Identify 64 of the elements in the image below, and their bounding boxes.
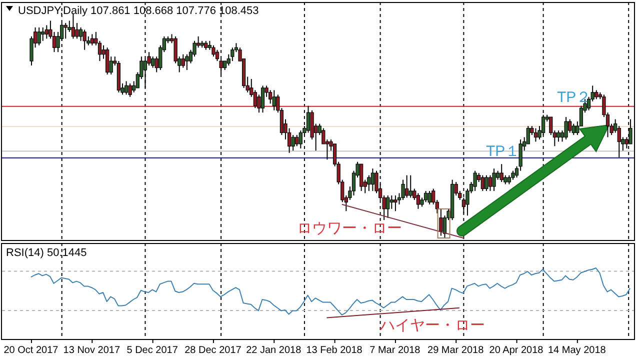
candlestick	[260, 85, 265, 114]
candlestick	[128, 82, 132, 98]
candlestick	[556, 130, 560, 142]
candlestick	[488, 174, 492, 192]
candlestick	[394, 194, 398, 212]
candlestick	[360, 164, 364, 192]
candlestick	[90, 34, 94, 46]
candlestick	[82, 29, 86, 50]
candlestick	[64, 22, 68, 40]
candlestick	[473, 170, 477, 192]
candlestick	[306, 105, 310, 134]
candlestick	[628, 118, 632, 144]
candlestick	[44, 24, 48, 40]
candlestick	[212, 44, 216, 58]
candlestick	[500, 164, 504, 182]
candlestick	[416, 192, 420, 210]
candlestick	[518, 138, 522, 172]
candlestick	[542, 114, 546, 136]
candlestick	[408, 174, 412, 198]
annotation: TP１	[486, 143, 520, 160]
x-tick-label: 20 Apr 2018	[489, 345, 544, 356]
candlestick	[390, 194, 394, 210]
candlestick	[428, 190, 432, 205]
candlestick	[386, 194, 390, 218]
candlestick	[439, 208, 443, 236]
annotation: ハイヤー・ロー	[379, 317, 485, 334]
x-tick-label: 13 Nov 2017	[63, 345, 120, 356]
candlestick	[568, 118, 572, 134]
x-tick-label: 7 Mar 2018	[370, 345, 421, 356]
candlestick	[484, 174, 488, 192]
candlestick	[185, 54, 189, 70]
candlestick	[480, 174, 484, 192]
candlestick	[291, 134, 295, 152]
candlestick	[75, 22, 79, 40]
x-tick-label: 13 Feb 2018	[306, 345, 363, 356]
candlestick	[41, 26, 45, 42]
candlestick	[298, 130, 302, 149]
candlestick	[424, 190, 428, 203]
candlestick	[534, 128, 538, 142]
annotation: ロウワー・ロー	[297, 220, 402, 237]
candlestick	[151, 56, 155, 68]
candlestick	[367, 174, 371, 192]
x-tick-label: 5 Dec 2017	[126, 345, 178, 356]
chart-title: RSI(14) 50.1445	[6, 247, 87, 259]
candlestick	[572, 123, 576, 136]
candlestick	[37, 26, 41, 46]
candlestick	[370, 168, 375, 192]
x-tick-label: 20 Oct 2017	[4, 345, 59, 356]
annotation: TP２	[557, 89, 592, 106]
candlestick	[401, 179, 405, 200]
candlestick	[492, 168, 496, 192]
x-tick-label: 22 Jan 2018	[246, 345, 302, 356]
candlestick	[106, 47, 110, 75]
x-tick-label: 28 Dec 2017	[184, 345, 242, 356]
chart-title: USDJPY,Daily 107.861 108.668 107.776 108.453	[18, 5, 259, 17]
candlestick	[230, 47, 234, 62]
candlestick	[272, 90, 276, 111]
candlestick	[181, 54, 185, 68]
candlestick	[564, 116, 568, 140]
candlestick	[124, 80, 128, 96]
candlestick	[405, 174, 409, 198]
candlestick	[295, 134, 299, 147]
x-tick-label: 29 Mar 2018	[428, 345, 484, 356]
x-tick-label: 14 May 2018	[548, 345, 606, 356]
